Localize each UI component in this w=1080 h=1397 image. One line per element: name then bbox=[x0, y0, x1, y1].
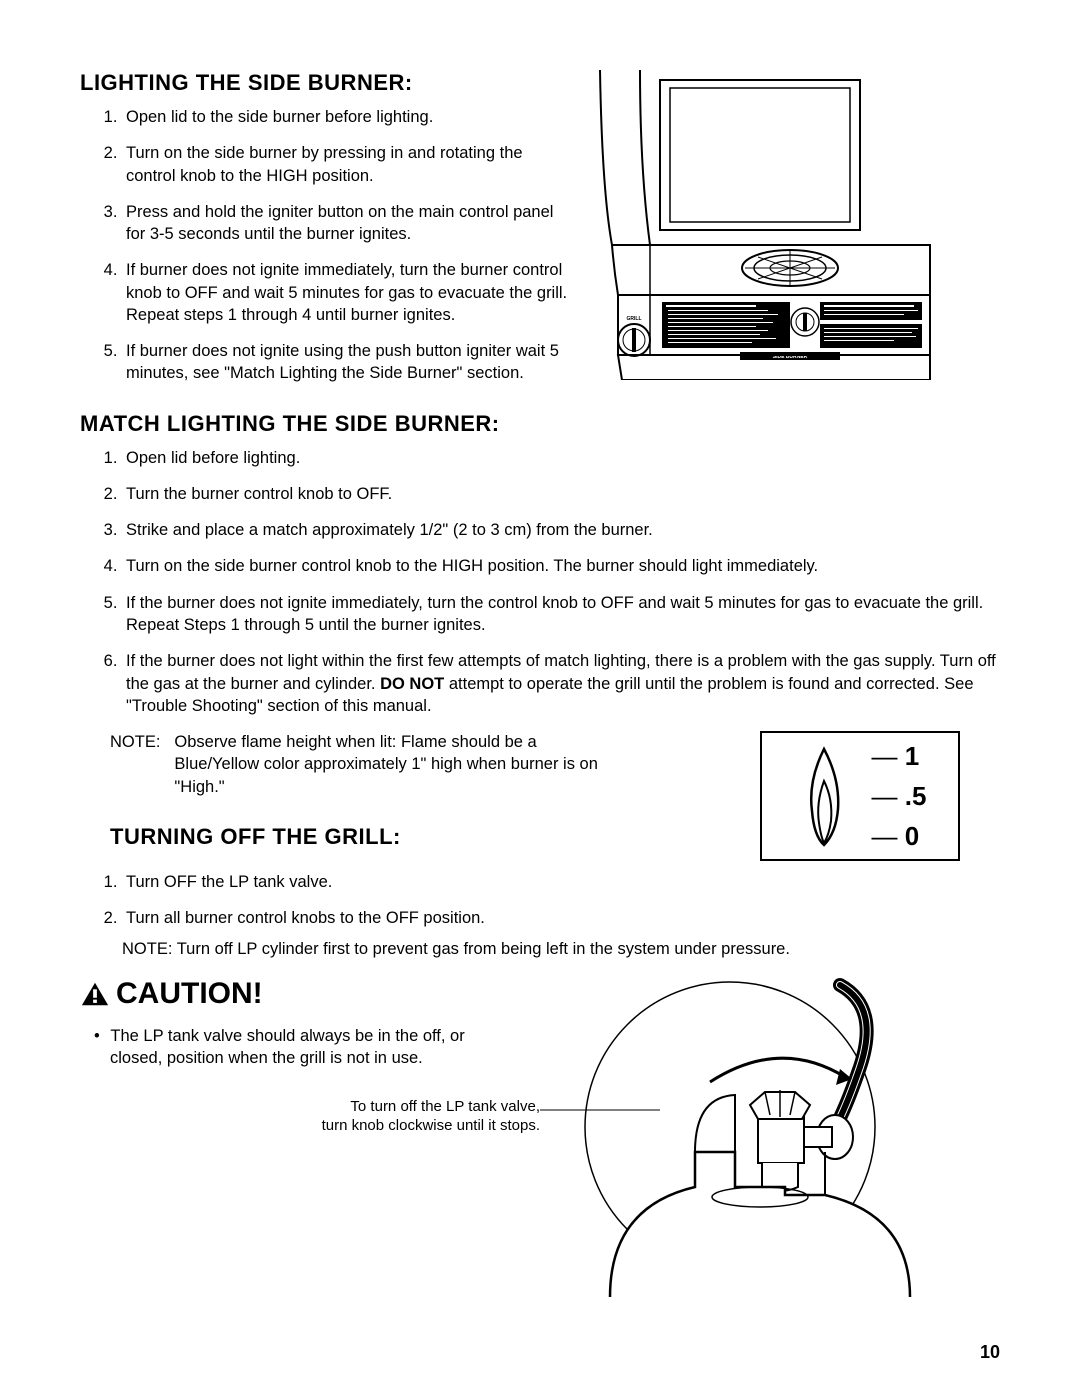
note-body: Observe flame height when lit: Flame sho… bbox=[174, 731, 600, 798]
item6-bold: DO NOT bbox=[380, 675, 444, 693]
section1-list: Open lid to the side burner before light… bbox=[80, 106, 570, 385]
tank-valve-label: To turn off the LP tank valve, turn knob… bbox=[280, 1097, 540, 1136]
list-item: If the burner does not ignite immediatel… bbox=[122, 592, 1000, 637]
warning-icon bbox=[80, 980, 110, 1008]
caution-heading: CAUTION! bbox=[80, 977, 520, 1011]
flame-height-diagram: 1 .5 0 bbox=[760, 731, 960, 861]
scale-05: .5 bbox=[872, 776, 927, 816]
scale-0: 0 bbox=[872, 816, 927, 856]
section1-heading: LIGHTING THE SIDE BURNER: bbox=[80, 70, 570, 96]
caution-bullet: The LP tank valve should always be in th… bbox=[110, 1025, 520, 1070]
list-item: Turn on the side burner by pressing in a… bbox=[122, 142, 570, 187]
caution-list: The LP tank valve should always be in th… bbox=[80, 1025, 520, 1070]
list-item: Turn on the side burner control knob to … bbox=[122, 555, 1000, 577]
list-item: Turn OFF the LP tank valve. bbox=[122, 871, 1000, 893]
svg-text:GRILL: GRILL bbox=[627, 316, 642, 322]
list-item: Turn the burner control knob to OFF. bbox=[122, 483, 1000, 505]
list-item: Open lid before lighting. bbox=[122, 447, 1000, 469]
list-item: Strike and place a match approximately 1… bbox=[122, 519, 1000, 541]
note-label: NOTE: bbox=[110, 731, 160, 798]
page-number: 10 bbox=[980, 1342, 1000, 1363]
list-item: Press and hold the igniter button on the… bbox=[122, 201, 570, 246]
side-burner-diagram: SIDE BURNER GRILL bbox=[590, 70, 950, 380]
list-item: If burner does not ignite using the push… bbox=[122, 340, 570, 385]
section3-note: NOTE: Turn off LP cylinder first to prev… bbox=[80, 940, 1000, 959]
list-item: Turn all burner control knobs to the OFF… bbox=[122, 907, 1000, 929]
section2-list: Open lid before lighting. Turn the burne… bbox=[80, 447, 1000, 717]
list-item: Open lid to the side burner before light… bbox=[122, 106, 570, 128]
section3-list: Turn OFF the LP tank valve. Turn all bur… bbox=[80, 871, 1000, 930]
list-item: If the burner does not light within the … bbox=[122, 650, 1000, 717]
list-item: If burner does not ignite immediately, t… bbox=[122, 259, 570, 326]
scale-1: 1 bbox=[872, 736, 927, 776]
section3-heading: TURNING OFF THE GRILL: bbox=[110, 824, 600, 850]
flame-note: NOTE: Observe flame height when lit: Fla… bbox=[110, 731, 600, 798]
caution-text: CAUTION! bbox=[116, 977, 263, 1011]
section2-heading: MATCH LIGHTING THE SIDE BURNER: bbox=[80, 411, 1000, 437]
lp-tank-diagram bbox=[540, 977, 980, 1297]
